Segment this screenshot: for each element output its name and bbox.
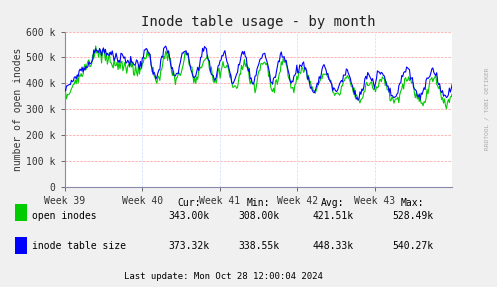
Text: open inodes: open inodes	[32, 211, 97, 221]
Text: inode table size: inode table size	[32, 241, 126, 251]
Y-axis label: number of open inodes: number of open inodes	[13, 47, 23, 171]
Text: Max:: Max:	[401, 199, 424, 208]
Text: 421.51k: 421.51k	[313, 211, 353, 221]
Text: Avg:: Avg:	[321, 199, 345, 208]
Text: 540.27k: 540.27k	[392, 241, 433, 251]
Text: 308.00k: 308.00k	[238, 211, 279, 221]
Text: 338.55k: 338.55k	[238, 241, 279, 251]
Text: 528.49k: 528.49k	[392, 211, 433, 221]
Text: 343.00k: 343.00k	[168, 211, 209, 221]
Bar	[15, 204, 27, 221]
Text: Min:: Min:	[247, 199, 270, 208]
Text: 373.32k: 373.32k	[168, 241, 209, 251]
Text: RRDTOOL / TOBI OETIKER: RRDTOOL / TOBI OETIKER	[485, 68, 490, 150]
Title: Inode table usage - by month: Inode table usage - by month	[141, 15, 376, 29]
Text: 448.33k: 448.33k	[313, 241, 353, 251]
Text: Last update: Mon Oct 28 12:00:04 2024: Last update: Mon Oct 28 12:00:04 2024	[124, 272, 323, 282]
Text: Cur:: Cur:	[177, 199, 201, 208]
Bar	[15, 237, 27, 254]
